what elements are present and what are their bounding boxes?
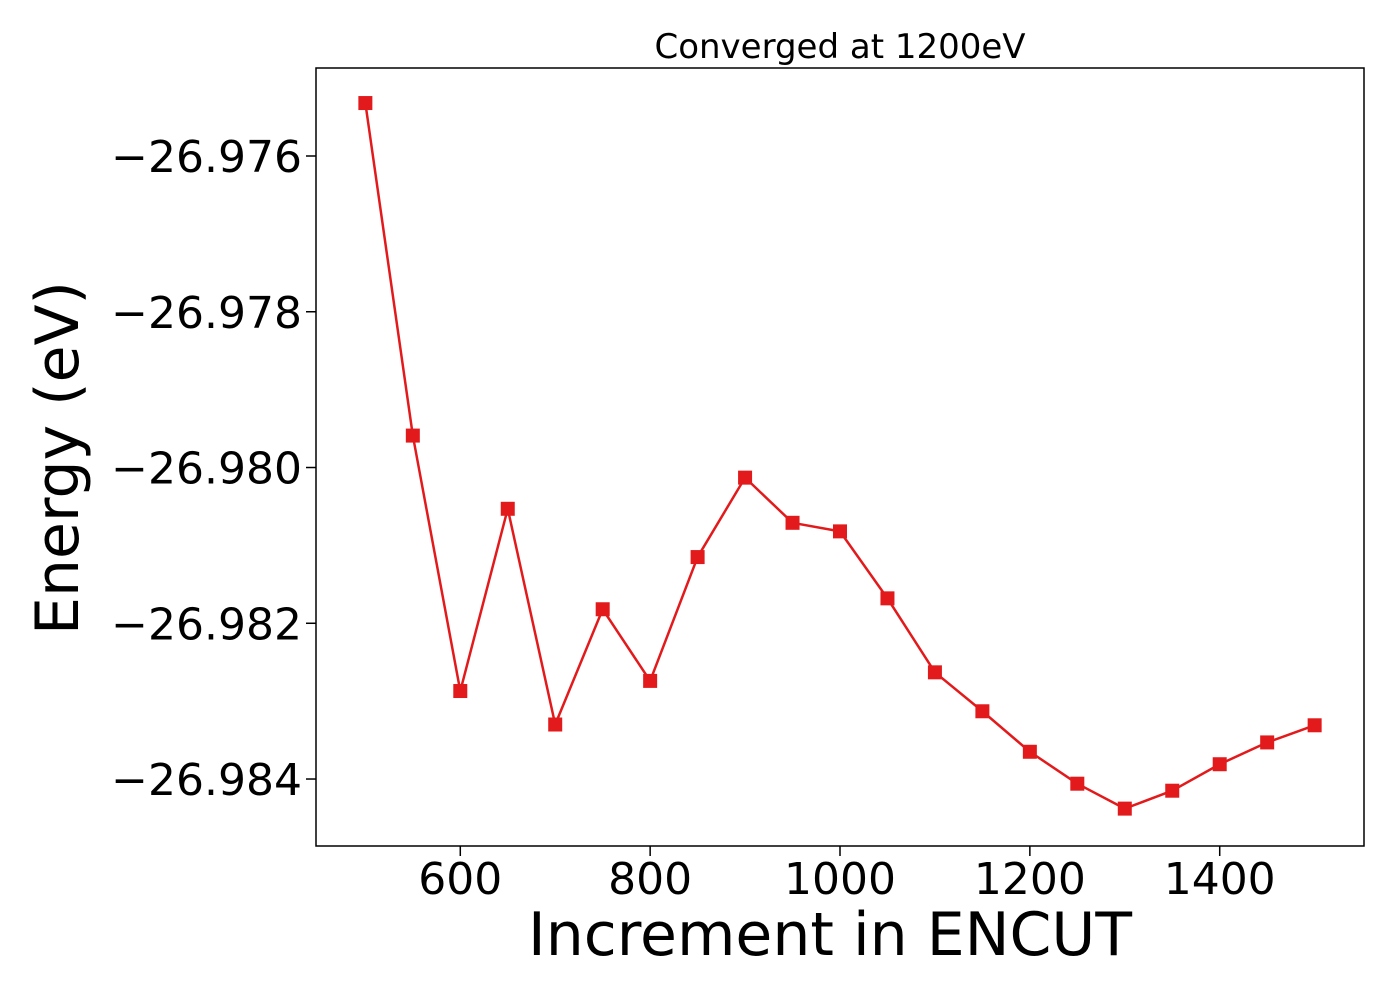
data-point (1260, 735, 1275, 750)
data-point (785, 515, 800, 530)
data-point (500, 501, 515, 516)
data-point (1212, 757, 1227, 772)
x-axis: 600 800 1000 1200 1400 (418, 846, 1276, 905)
x-tick-label: 1200 (974, 854, 1086, 905)
y-axis: −26.976 −26.978 −26.980 −26.982 −26.984 (111, 132, 316, 806)
data-point (1165, 783, 1180, 798)
data-point (833, 524, 847, 539)
x-tick-label: 1400 (1164, 854, 1276, 905)
data-point (595, 602, 610, 617)
chart-title: Converged at 1200eV (654, 27, 1025, 67)
data-point (643, 673, 658, 688)
x-tick-label: 600 (418, 854, 502, 905)
x-tick-label: 800 (608, 854, 692, 905)
series-layer (358, 96, 1322, 816)
data-point (975, 704, 990, 719)
data-point (1070, 776, 1085, 791)
y-tick-label: −26.976 (111, 132, 302, 183)
plot-frame (315, 67, 1365, 847)
y-tick-label: −26.984 (111, 755, 302, 806)
data-point (1117, 801, 1132, 816)
x-axis-title: Increment in ENCUT (528, 900, 1132, 970)
data-point (1022, 744, 1037, 759)
y-tick-label: −26.980 (111, 444, 302, 495)
data-point (880, 591, 895, 606)
data-point (690, 550, 705, 565)
data-point (358, 96, 373, 111)
y-tick-label: −26.978 (111, 288, 302, 339)
data-point (548, 717, 563, 732)
data-point (927, 665, 942, 680)
x-tick-label: 1000 (784, 854, 896, 905)
y-tick-label: −26.982 (111, 599, 302, 650)
y-axis-title: Energy (eV) (23, 281, 93, 635)
data-point (1307, 718, 1322, 733)
data-point (405, 428, 420, 443)
data-point (453, 684, 468, 699)
data-point (738, 470, 753, 485)
